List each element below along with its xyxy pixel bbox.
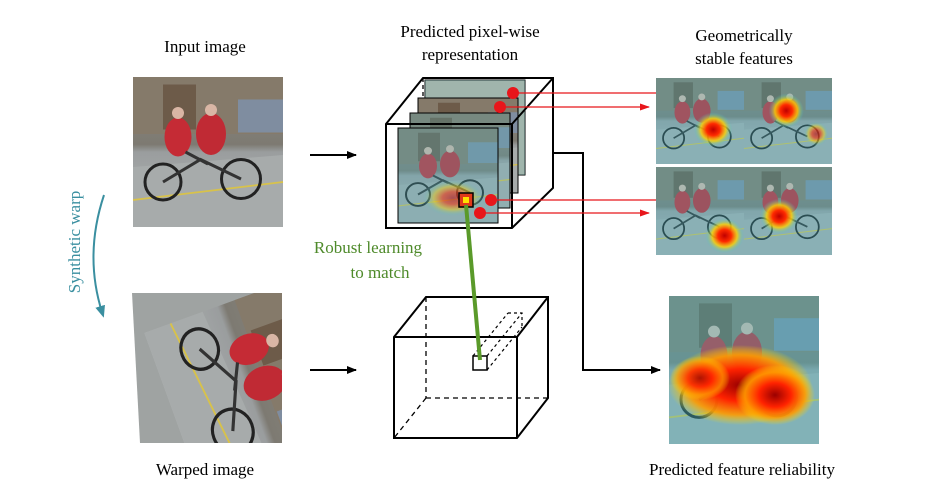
stable-feature-map <box>655 77 745 165</box>
stable-features-grid <box>655 77 833 256</box>
robust-match-link <box>464 204 482 361</box>
warped-cube <box>393 296 549 439</box>
label-robust-2: to match <box>350 263 410 282</box>
label-input-image: Input image <box>164 37 246 56</box>
feature-dot <box>494 101 506 113</box>
reliability-map <box>667 294 821 446</box>
arrow-repr-to-reliability <box>553 152 661 374</box>
warped-image <box>132 293 282 443</box>
feature-dots <box>474 87 519 219</box>
label-reliability: Predicted feature reliability <box>649 460 835 479</box>
label-warped-image: Warped image <box>156 460 254 479</box>
stable-feature-map <box>743 77 833 165</box>
representation-cube <box>385 77 554 229</box>
label-robust-1: Robust learning <box>314 238 423 257</box>
label-synthetic-warp: Synthetic warp <box>65 191 84 293</box>
input-image <box>131 75 285 229</box>
feature-dot <box>474 207 486 219</box>
label-stable-2: stable features <box>695 49 793 68</box>
synthetic-warp-arrow <box>92 194 105 318</box>
label-stable-1: Geometrically <box>695 26 793 45</box>
label-predicted-repr-2: representation <box>422 45 519 64</box>
feature-dot <box>507 87 519 99</box>
stable-feature-map <box>655 166 745 256</box>
feature-dot <box>485 194 497 206</box>
stable-feature-map <box>743 166 833 256</box>
label-predicted-repr-1: Predicted pixel-wise <box>400 22 539 41</box>
